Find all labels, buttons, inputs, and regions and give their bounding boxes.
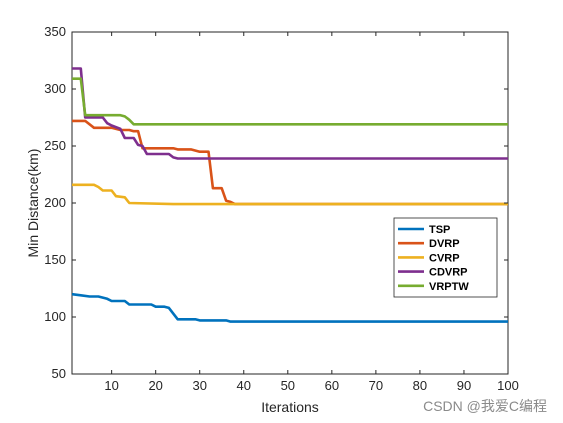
legend-label-dvrp: DVRP: [429, 238, 460, 250]
x-tick-label: 50: [281, 378, 295, 393]
series-line-cvrp: [72, 183, 508, 206]
series-line-dvrp: [72, 119, 508, 206]
legend-label-vrptw: VRPTW: [429, 281, 469, 293]
x-tick-label: 30: [192, 378, 206, 393]
legend: TSP DVRP CVRP CDVRP VRPTW: [393, 217, 498, 298]
y-axis-title: Min Distance(km): [25, 149, 41, 258]
x-tick-label: 100: [497, 378, 519, 393]
x-axis-title: Iterations: [261, 399, 319, 415]
tick-layer: 10 20 30 40 50 60 70 80 90 100 50 100 150 200 250 300 35…: [44, 24, 519, 393]
legend-label-tsp: TSP: [429, 224, 450, 236]
watermark-text: CSDN @我爱C编程: [423, 398, 547, 414]
x-tick-label: 90: [457, 378, 471, 393]
y-tick-label: 250: [44, 138, 66, 153]
x-tick-label: 40: [237, 378, 251, 393]
x-tick-label: 80: [413, 378, 427, 393]
series-line-tsp: [71, 292, 508, 323]
legend-label-cvrp: CVRP: [429, 252, 460, 264]
x-tick-label: 10: [104, 378, 118, 393]
x-tick-label: 70: [369, 378, 383, 393]
y-tick-label: 350: [44, 24, 66, 39]
series-layer: [71, 67, 508, 323]
y-tick-label: 50: [52, 366, 66, 381]
y-tick-label: 150: [44, 252, 66, 267]
y-tick-label: 300: [44, 81, 66, 96]
y-tick-label: 100: [44, 309, 66, 324]
series-line-vrptw: [72, 77, 508, 126]
series-line-cdvrp: [72, 67, 508, 160]
x-tick-label: 60: [325, 378, 339, 393]
legend-label-cdvrp: CDVRP: [429, 267, 468, 279]
y-tick-label: 200: [44, 195, 66, 210]
x-tick-label: 20: [148, 378, 162, 393]
